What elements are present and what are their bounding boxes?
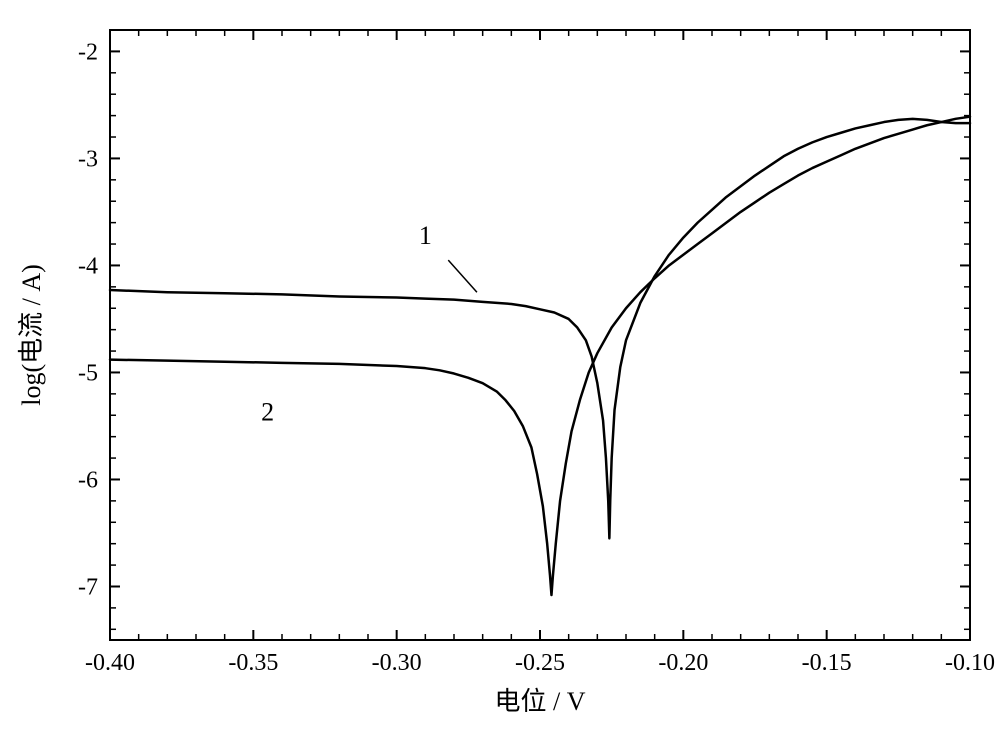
series-labels: 12 [261, 221, 477, 427]
series-2-line [110, 117, 970, 595]
x-tick-label: -0.40 [85, 650, 135, 676]
x-tick-label: -0.20 [658, 650, 708, 676]
x-tick-label: -0.25 [515, 650, 565, 676]
series-group [110, 117, 970, 595]
y-tick-label: -3 [78, 146, 98, 172]
series-2-label: 2 [261, 398, 274, 427]
x-tick-label: -0.35 [228, 650, 278, 676]
y-tick-label: -6 [78, 467, 98, 493]
plot-frame [110, 30, 970, 640]
series-1-line [110, 119, 970, 539]
y-tick-label: -7 [78, 574, 98, 600]
y-tick-label: -2 [78, 39, 98, 65]
x-axis-label: 电位 / V [494, 687, 585, 716]
y-axis-label: log(电流 / A) [17, 264, 46, 406]
x-axis-tick-labels: -0.40 -0.35 -0.30 -0.25 -0.20 -0.15 -0.10 [85, 650, 995, 676]
y-axis-tick-labels: -7 -6 -5 -4 -3 -2 [78, 39, 98, 600]
y-axis-ticks-minor [110, 30, 970, 629]
x-axis-ticks-minor [139, 30, 942, 640]
x-axis-ticks-major [110, 30, 970, 640]
y-tick-label: -5 [78, 360, 98, 386]
x-tick-label: -0.10 [945, 650, 995, 676]
tafel-plot: -0.40 -0.35 -0.30 -0.25 -0.20 -0.15 -0.10 -7 -6… [0, 0, 1000, 742]
x-tick-label: -0.30 [372, 650, 422, 676]
series-1-label: 1 [419, 221, 432, 250]
series-1-callout [448, 260, 477, 292]
y-tick-label: -4 [78, 253, 98, 279]
x-tick-label: -0.15 [802, 650, 852, 676]
chart-svg: -0.40 -0.35 -0.30 -0.25 -0.20 -0.15 -0.10 -7 -6… [0, 0, 1000, 742]
